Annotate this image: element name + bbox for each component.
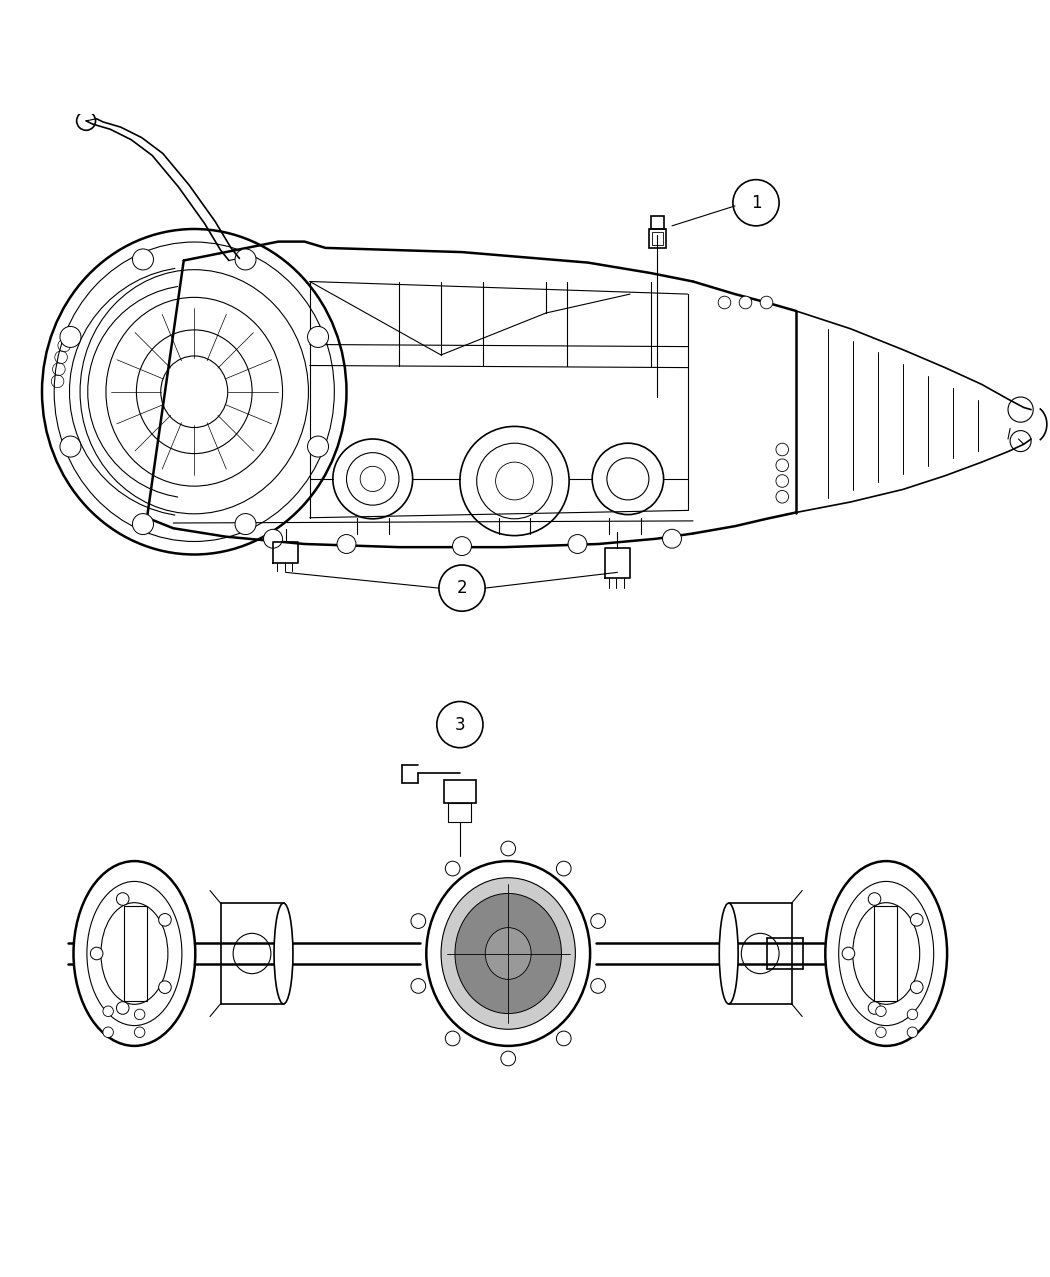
Circle shape bbox=[90, 948, 103, 960]
Ellipse shape bbox=[485, 927, 531, 979]
Circle shape bbox=[103, 1006, 113, 1016]
Circle shape bbox=[776, 475, 789, 488]
Circle shape bbox=[568, 535, 587, 553]
Circle shape bbox=[776, 458, 789, 471]
Ellipse shape bbox=[719, 903, 738, 1004]
Circle shape bbox=[910, 981, 923, 994]
Circle shape bbox=[411, 978, 425, 994]
Ellipse shape bbox=[825, 861, 947, 1046]
Text: 2: 2 bbox=[457, 578, 467, 598]
Circle shape bbox=[103, 1027, 113, 1037]
Circle shape bbox=[868, 893, 881, 905]
Circle shape bbox=[501, 842, 516, 856]
Circle shape bbox=[876, 1027, 886, 1037]
Circle shape bbox=[453, 536, 471, 555]
Circle shape bbox=[842, 948, 855, 960]
Circle shape bbox=[60, 435, 81, 457]
Circle shape bbox=[134, 1027, 145, 1037]
Circle shape bbox=[876, 1006, 886, 1016]
Circle shape bbox=[60, 327, 81, 347]
Circle shape bbox=[718, 296, 731, 309]
Circle shape bbox=[235, 513, 256, 535]
Ellipse shape bbox=[274, 903, 293, 1004]
Circle shape bbox=[235, 249, 256, 269]
Circle shape bbox=[591, 978, 606, 994]
Ellipse shape bbox=[74, 861, 195, 1046]
Text: 3: 3 bbox=[455, 715, 465, 733]
Circle shape bbox=[117, 1001, 129, 1014]
Ellipse shape bbox=[455, 894, 562, 1014]
Circle shape bbox=[132, 249, 153, 269]
Circle shape bbox=[663, 529, 681, 548]
Circle shape bbox=[776, 490, 789, 503]
Circle shape bbox=[159, 913, 171, 926]
Circle shape bbox=[910, 913, 923, 926]
Circle shape bbox=[337, 535, 356, 553]
Circle shape bbox=[411, 914, 425, 928]
Circle shape bbox=[739, 296, 752, 309]
Circle shape bbox=[445, 861, 460, 876]
Circle shape bbox=[308, 435, 329, 457]
Circle shape bbox=[760, 296, 773, 309]
Ellipse shape bbox=[441, 877, 575, 1029]
Circle shape bbox=[776, 443, 789, 456]
Circle shape bbox=[308, 327, 329, 347]
Circle shape bbox=[264, 529, 282, 548]
Circle shape bbox=[501, 1051, 516, 1066]
Circle shape bbox=[907, 1027, 918, 1037]
Circle shape bbox=[868, 1001, 881, 1014]
Circle shape bbox=[591, 914, 606, 928]
Circle shape bbox=[159, 981, 171, 994]
Ellipse shape bbox=[426, 861, 590, 1046]
Circle shape bbox=[132, 513, 153, 535]
Circle shape bbox=[556, 861, 571, 876]
Circle shape bbox=[117, 893, 129, 905]
Circle shape bbox=[134, 1009, 145, 1019]
Circle shape bbox=[445, 1031, 460, 1046]
Text: 1: 1 bbox=[751, 194, 761, 212]
Circle shape bbox=[907, 1009, 918, 1019]
Circle shape bbox=[556, 1031, 571, 1046]
